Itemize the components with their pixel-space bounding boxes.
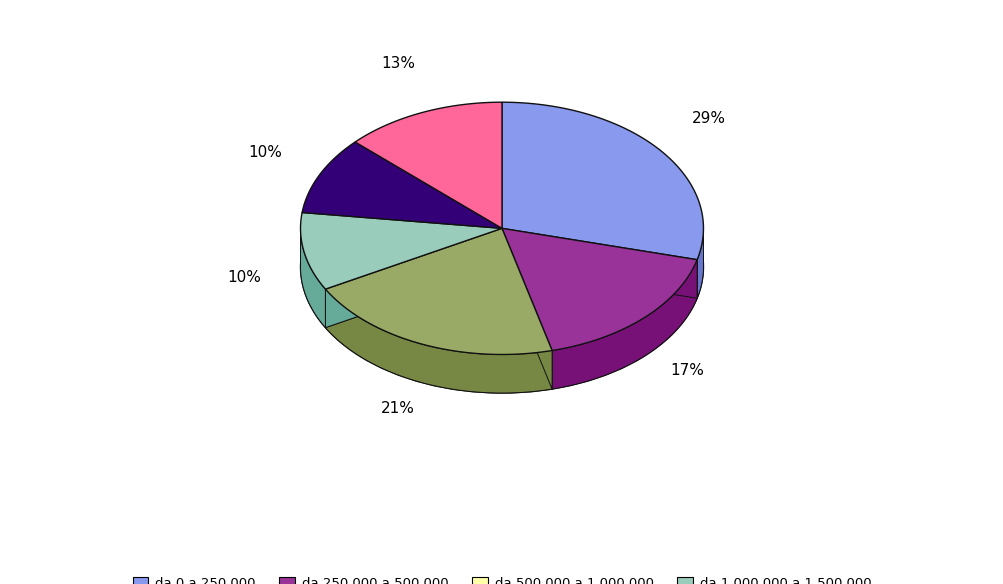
Polygon shape bbox=[552, 260, 696, 389]
Polygon shape bbox=[302, 142, 502, 228]
Polygon shape bbox=[325, 228, 552, 354]
Polygon shape bbox=[325, 289, 552, 393]
Polygon shape bbox=[502, 228, 552, 389]
Text: 21%: 21% bbox=[381, 401, 414, 416]
Text: 10%: 10% bbox=[248, 145, 282, 159]
Polygon shape bbox=[325, 228, 502, 328]
Polygon shape bbox=[502, 228, 696, 298]
Text: 29%: 29% bbox=[691, 111, 725, 126]
Polygon shape bbox=[300, 228, 325, 328]
Polygon shape bbox=[696, 229, 703, 298]
Text: 17%: 17% bbox=[670, 363, 703, 378]
Polygon shape bbox=[502, 102, 703, 260]
Polygon shape bbox=[355, 102, 502, 228]
Polygon shape bbox=[325, 228, 502, 328]
Polygon shape bbox=[502, 228, 696, 350]
Text: 13%: 13% bbox=[380, 57, 414, 71]
Text: 10%: 10% bbox=[228, 270, 262, 285]
Polygon shape bbox=[300, 213, 502, 289]
Polygon shape bbox=[502, 228, 696, 298]
Polygon shape bbox=[502, 228, 552, 389]
Ellipse shape bbox=[300, 141, 703, 393]
